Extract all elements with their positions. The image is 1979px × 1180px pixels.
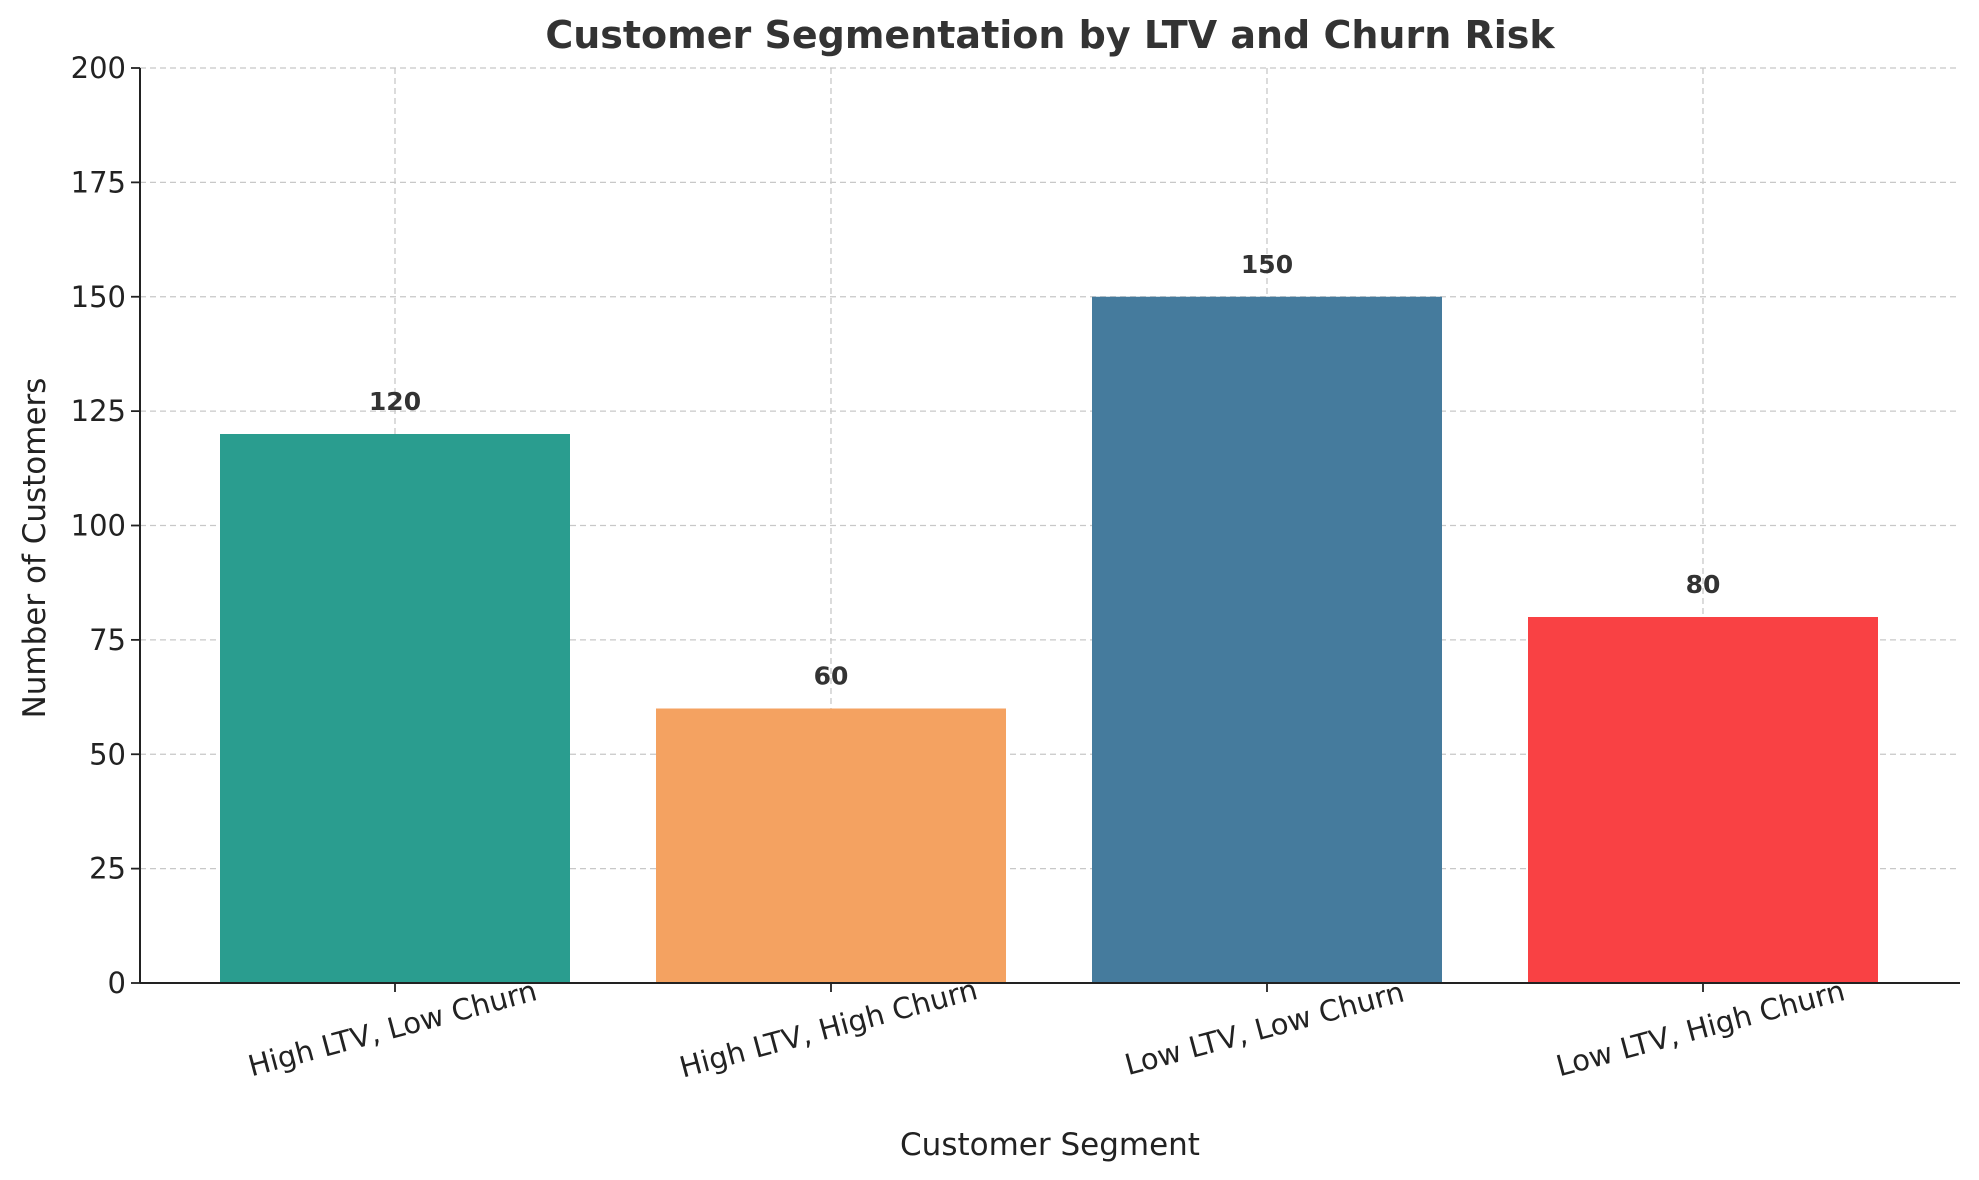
x-tick-label: Low LTV, Low Churn [1121,975,1408,1082]
x-axis-label: Customer Segment [900,1127,1200,1163]
y-tick-label: 75 [89,623,126,657]
bar-value-label: 80 [1686,570,1721,599]
y-tick-label: 150 [71,280,126,314]
axes [131,67,1960,992]
y-tick-label: 175 [71,165,126,199]
y-tick-label: 0 [108,966,126,1000]
y-tick-label: 25 [89,852,126,886]
x-tick-label: High LTV, Low Churn [244,973,540,1083]
y-tick-label: 200 [71,51,126,85]
x-tick-label: Low LTV, High Churn [1552,973,1848,1083]
bar-value-label: 60 [814,662,849,691]
y-axis-label: Number of Customers [17,378,53,719]
bars [220,296,1878,983]
bar-value-label: 150 [1241,250,1293,279]
chart-title: Customer Segmentation by LTV and Churn R… [545,13,1555,57]
bar [1528,617,1878,983]
x-tick-label: High LTV, High Churn [676,972,981,1084]
y-tick-label: 100 [71,509,126,543]
y-tick-label: 125 [71,394,126,428]
bar [1092,296,1442,983]
bar [220,434,570,983]
bar [656,708,1006,983]
y-tick-label: 50 [89,737,126,771]
bar-value-label: 120 [369,387,421,416]
